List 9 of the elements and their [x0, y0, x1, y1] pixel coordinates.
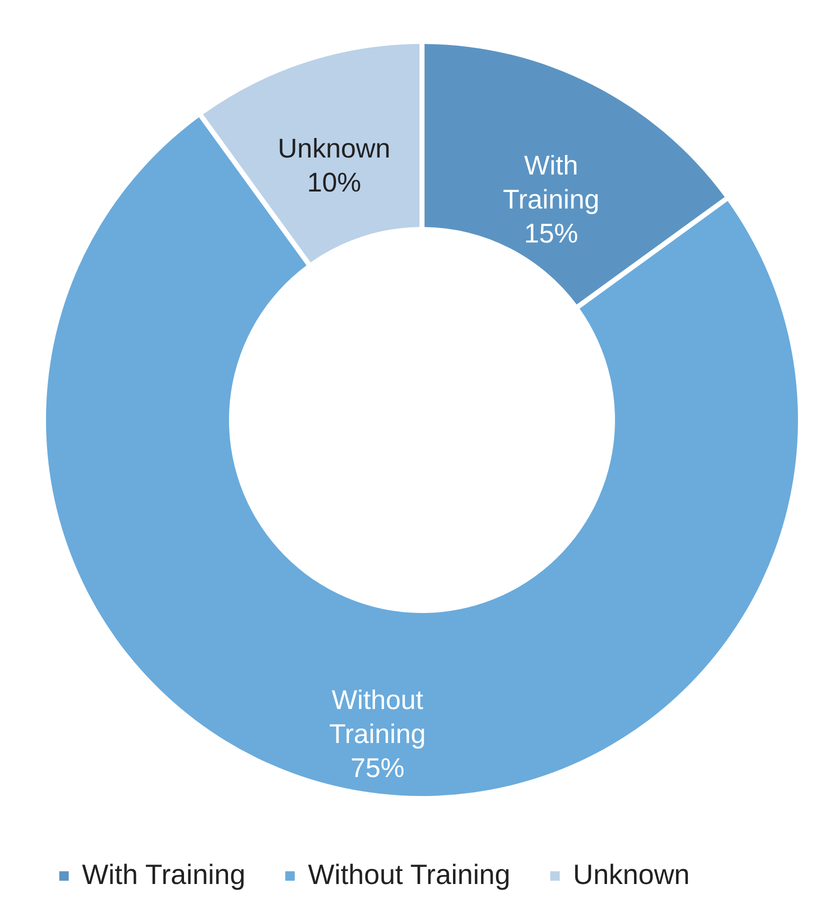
legend-label: Unknown: [573, 859, 690, 890]
data-label: 75%: [350, 752, 405, 783]
data-label: 10%: [307, 167, 362, 198]
slice-label: Unknown: [278, 133, 390, 164]
data-label: 15%: [524, 218, 578, 249]
legend-label: With Training: [82, 859, 246, 890]
slice-label: Without Training: [329, 684, 426, 749]
legend-label: Without Training: [308, 859, 510, 890]
slice-label: With Training: [502, 150, 600, 215]
